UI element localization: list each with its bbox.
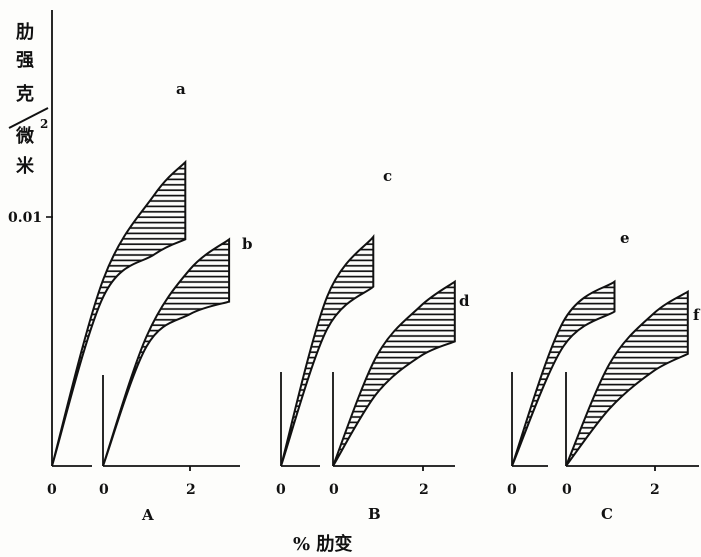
x-tick-0-f: 0 bbox=[562, 482, 572, 498]
band-c bbox=[280, 233, 375, 467]
curve-label-a: a bbox=[176, 80, 186, 98]
curve-label-e: e bbox=[620, 229, 630, 247]
curve-label-f: f bbox=[693, 306, 701, 324]
group-label-C: C bbox=[601, 505, 613, 523]
band-b bbox=[102, 237, 231, 467]
curve-label-d: d bbox=[459, 292, 470, 310]
x-tick-2-d: 2 bbox=[419, 482, 429, 498]
x-tick-0-b: 0 bbox=[99, 482, 109, 498]
y-title-char-1: 肋 bbox=[16, 22, 34, 43]
x-axis-title: % 肋变 bbox=[293, 533, 352, 555]
y-title-char-4: 微 bbox=[15, 125, 34, 147]
curve-bands bbox=[51, 159, 689, 467]
x-tick-0-a: 0 bbox=[47, 482, 57, 498]
band-d bbox=[332, 279, 456, 467]
y-title-fraction-slash bbox=[8, 107, 49, 129]
group-label-B: B bbox=[368, 505, 381, 523]
x-tick-0-d: 0 bbox=[329, 482, 339, 498]
y-title-char-5: 米 bbox=[16, 155, 35, 177]
x-tick-2-f: 2 bbox=[650, 482, 660, 498]
group-label-A: A bbox=[141, 506, 154, 524]
x-tick-0-e: 0 bbox=[507, 482, 517, 498]
curve-label-b: b bbox=[242, 235, 253, 253]
panel-axes bbox=[51, 10, 699, 471]
curve-label-c: c bbox=[383, 167, 392, 185]
band-f bbox=[565, 289, 689, 467]
y-title-char-3: 克 bbox=[16, 83, 34, 105]
x-tick-0-c: 0 bbox=[276, 482, 286, 498]
y-title-char-2: 强 bbox=[16, 50, 34, 71]
x-tick-2-b: 2 bbox=[186, 482, 196, 498]
y-tick-label-0.01: 0.01 bbox=[8, 210, 42, 226]
band-a bbox=[51, 159, 187, 467]
y-title-superscript: 2 bbox=[40, 117, 48, 131]
band-e bbox=[511, 279, 616, 467]
